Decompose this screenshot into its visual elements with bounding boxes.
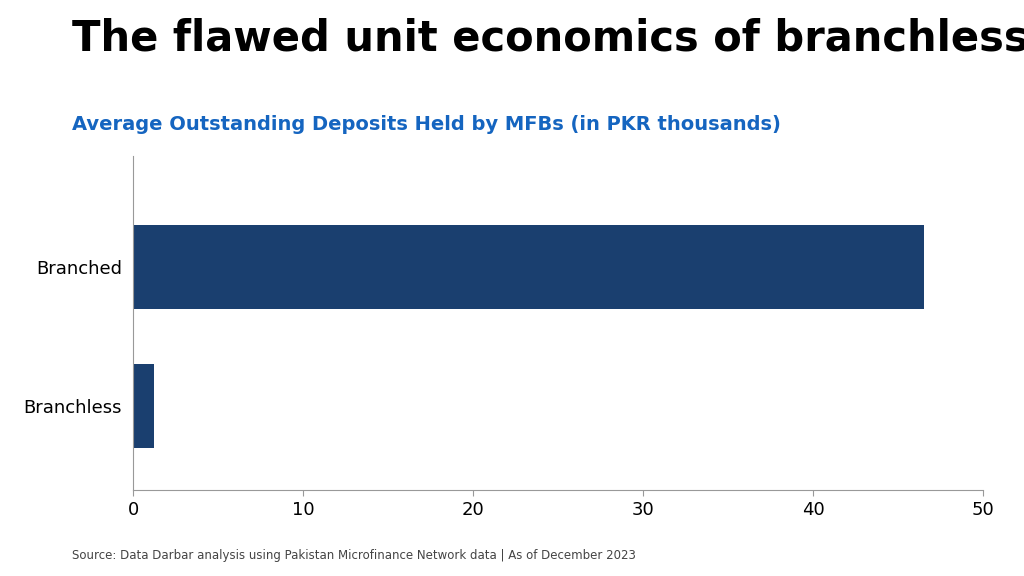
Text: Source: Data Darbar analysis using Pakistan Microfinance Network data | As of De: Source: Data Darbar analysis using Pakis… [72,548,636,562]
Bar [133,365,154,448]
Bar [133,225,924,309]
Text: Average Outstanding Deposits Held by MFBs (in PKR thousands): Average Outstanding Deposits Held by MFB… [72,115,780,134]
Text: The flawed unit economics of branchless accounts: The flawed unit economics of branchless … [72,17,1024,59]
